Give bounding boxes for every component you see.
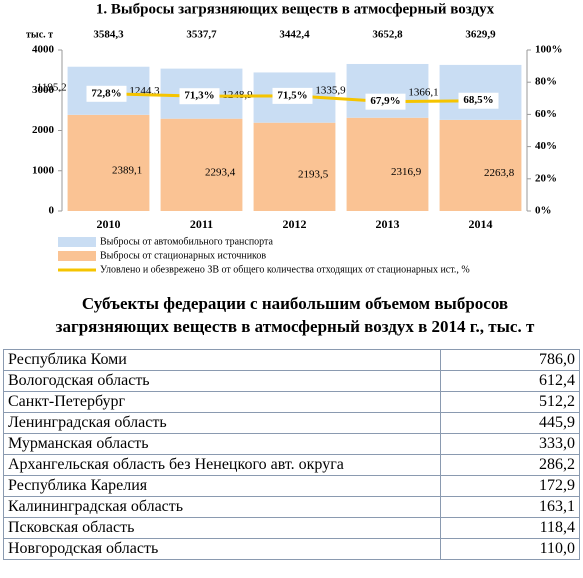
name-cell: Псковская область xyxy=(3,517,441,539)
value-cell: 118,4 xyxy=(440,517,580,539)
name-cell: Республика Карелия xyxy=(3,475,441,497)
bar-segment xyxy=(439,64,522,120)
value-cell: 612,4 xyxy=(440,370,580,392)
name-cell: Мурманская область xyxy=(3,433,441,455)
data-label: 71,3% xyxy=(184,90,214,102)
name-cell: Новгородская область xyxy=(3,538,441,560)
data-label: 2316,9 xyxy=(391,166,422,178)
y2-tick-label: 20% xyxy=(535,172,557,184)
x-tick-label: 2011 xyxy=(190,217,213,231)
y-tick-label: 1000 xyxy=(32,164,55,176)
name-cell: Калининградская область xyxy=(3,496,441,518)
total-label: 3584,3 xyxy=(93,29,124,41)
bar-segment xyxy=(253,122,336,211)
y2-tick-label: 60% xyxy=(535,108,557,120)
data-label: 1335,9 xyxy=(315,84,346,96)
table-row: Новгородская область 110,0 xyxy=(3,538,580,560)
table-row: Архангельская область без Ненецкого авт.… xyxy=(3,454,580,476)
table-row: Санкт-Петербург 512,2 xyxy=(3,391,580,413)
data-label: 2263,8 xyxy=(484,167,515,179)
value-cell: 445,9 xyxy=(440,412,580,434)
total-label: 3629,9 xyxy=(465,29,496,41)
y-tick-label: 0 xyxy=(49,205,55,217)
y-tick-label: 4000 xyxy=(32,44,55,56)
data-label: 67,9% xyxy=(370,95,400,107)
x-tick-label: 2012 xyxy=(283,217,307,231)
table-row: Псковская область 118,4 xyxy=(3,517,580,539)
label-box xyxy=(458,92,499,109)
value-cell: 286,2 xyxy=(440,454,580,476)
data-label: 71,5% xyxy=(277,89,307,101)
name-cell: Вологодская область xyxy=(3,370,441,392)
y2-tick-label: 40% xyxy=(535,140,557,152)
value-cell: 163,1 xyxy=(440,496,580,518)
label-box xyxy=(365,93,406,110)
legend-label: Выбросы от стационарных источников xyxy=(100,250,266,261)
chart: 1. Выбросы загрязняющих веществ в атмосф… xyxy=(26,1,563,275)
legend-swatch xyxy=(58,251,96,261)
legend-label: Уловлено и обезврежено ЗВ от общего коли… xyxy=(100,264,470,275)
total-label: 3537,7 xyxy=(186,29,217,41)
y-tick-label: 2000 xyxy=(32,124,55,136)
table-row: Вологодская область 612,4 xyxy=(3,370,580,392)
y2-tick-label: 0% xyxy=(535,205,552,217)
bar-segment xyxy=(346,117,429,211)
data-label: 72,8% xyxy=(91,87,121,99)
x-tick-label: 2010 xyxy=(97,217,121,231)
y-tick-label: 3000 xyxy=(32,84,55,96)
table-row: Республика Коми 786,0 xyxy=(3,349,580,371)
value-cell: 172,9 xyxy=(440,475,580,497)
y2-tick-label: 100% xyxy=(535,44,563,56)
total-label: 3442,4 xyxy=(279,29,310,41)
y-axis-label: тыс. т xyxy=(26,29,53,40)
x-tick-label: 2014 xyxy=(469,217,493,231)
name-cell: Республика Коми xyxy=(3,349,441,371)
table: Республика Коми 786,0 Вологодская область 6… xyxy=(3,349,580,560)
bar-segment xyxy=(160,118,243,211)
y2-tick-label: 80% xyxy=(535,76,557,88)
bar-segment xyxy=(439,119,522,211)
label-box xyxy=(179,88,220,105)
name-cell: Архангельская область без Ненецкого авт.… xyxy=(3,454,441,476)
table-row: Калининградская область 163,1 xyxy=(3,496,580,518)
data-label: 1366,1 xyxy=(408,86,438,98)
name-cell: Ленинградская область xyxy=(3,412,441,434)
data-label: 1195,2 xyxy=(37,81,67,93)
value-cell: 512,2 xyxy=(440,391,580,413)
legend-label: Выбросы от автомобильного транспорта xyxy=(100,236,274,247)
data-label: 2389,1 xyxy=(112,164,142,176)
name-cell: Санкт-Петербург xyxy=(3,391,441,413)
data-label: 68,5% xyxy=(463,94,493,106)
data-label: 2293,4 xyxy=(205,166,236,178)
label-box xyxy=(86,85,127,102)
bar-segment xyxy=(67,114,150,211)
label-box xyxy=(272,87,313,104)
table-row: Мурманская область 333,0 xyxy=(3,433,580,455)
data-label: 2193,5 xyxy=(298,168,329,180)
table-row: Ленинградская область 445,9 xyxy=(3,412,580,434)
legend-swatch xyxy=(58,237,96,247)
chart-title: 1. Выбросы загрязняющих веществ в атмосф… xyxy=(96,1,495,17)
table-row: Республика Карелия 172,9 xyxy=(3,475,580,497)
value-cell: 110,0 xyxy=(440,538,580,560)
total-label: 3652,8 xyxy=(372,29,403,41)
value-cell: 333,0 xyxy=(440,433,580,455)
x-tick-label: 2013 xyxy=(376,217,400,231)
value-cell: 786,0 xyxy=(440,349,580,371)
table-title: Субъекты федерации с наибольшим объемом … xyxy=(55,294,535,336)
